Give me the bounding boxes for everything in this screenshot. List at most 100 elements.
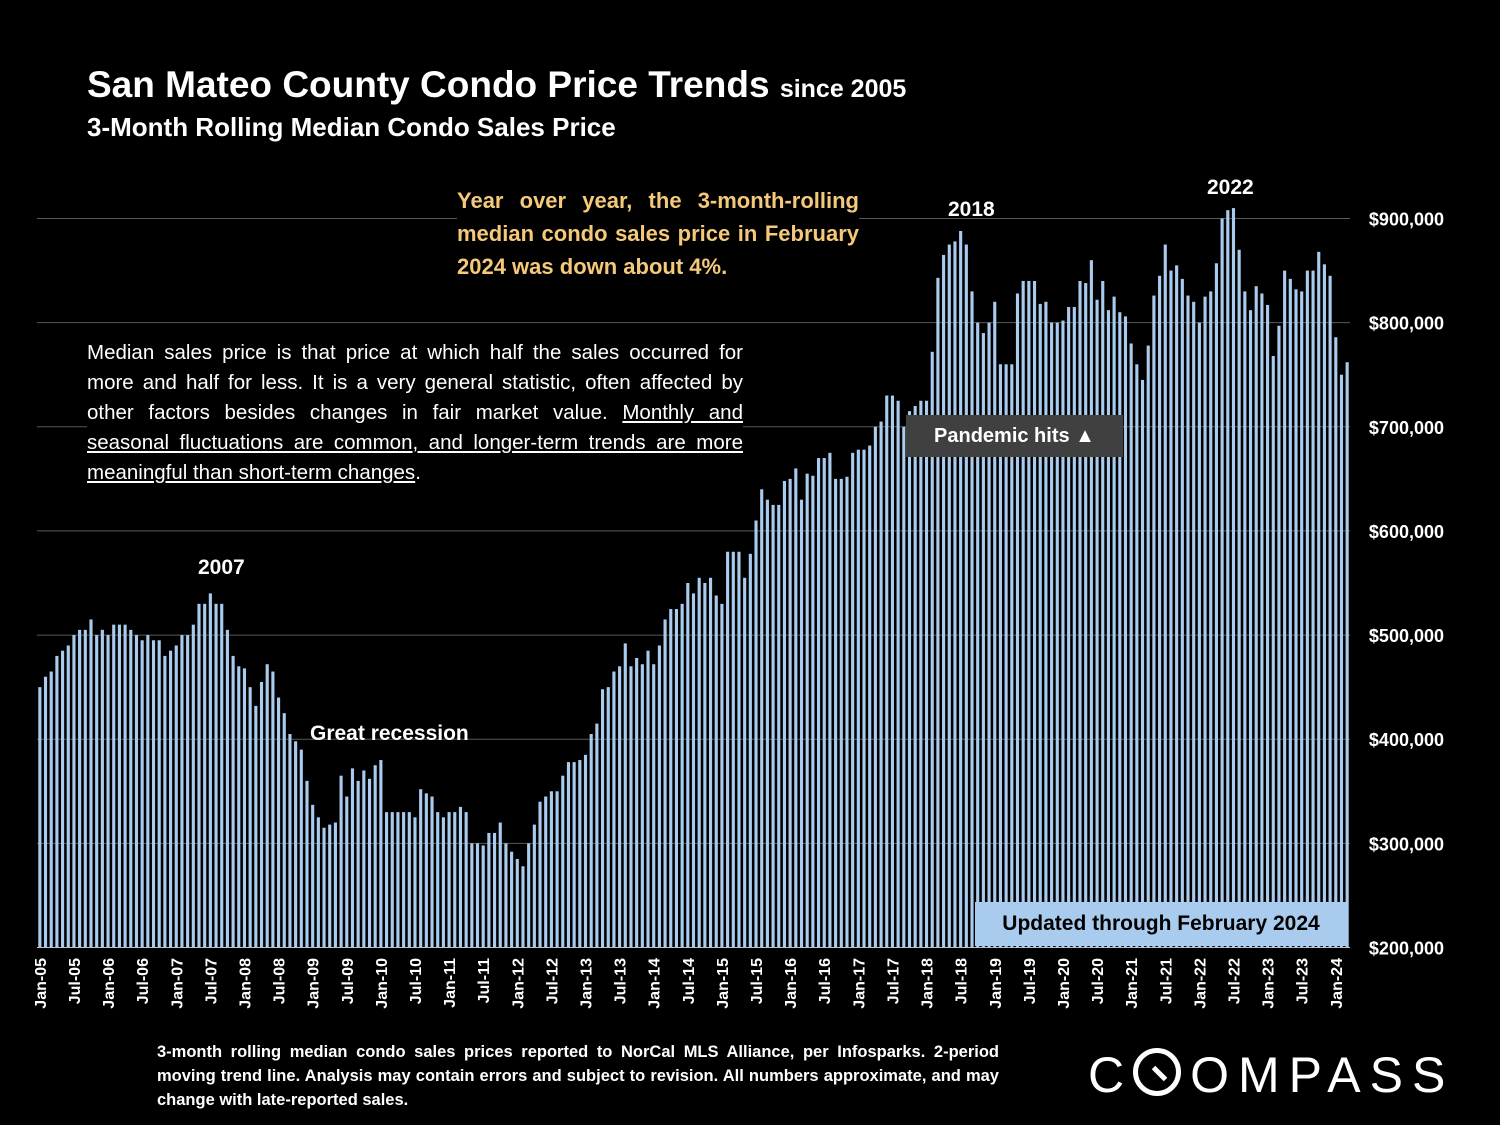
bar — [998, 364, 1002, 948]
bar — [1067, 307, 1071, 948]
bar — [521, 866, 525, 948]
bar — [220, 603, 224, 948]
x-tick-label: Jan-12 — [510, 958, 527, 1009]
bar — [350, 768, 355, 948]
bar — [203, 603, 207, 948]
bar — [669, 609, 673, 948]
bar — [373, 765, 377, 948]
bar — [748, 553, 752, 948]
y-tick-label: $900,000 — [1369, 210, 1444, 230]
x-tick-label: Jan-20 — [1056, 958, 1073, 1009]
bar — [49, 671, 53, 948]
bar — [294, 741, 298, 948]
annotation-2022: 2022 — [1207, 176, 1254, 199]
bar — [856, 449, 860, 948]
bar — [566, 762, 571, 948]
compass-logo-icon — [1133, 1048, 1182, 1096]
bar — [1106, 310, 1110, 948]
bar — [385, 812, 389, 948]
bar — [123, 624, 127, 948]
bar — [902, 426, 906, 948]
x-tick-label: Jan-13 — [579, 958, 596, 1009]
bar — [691, 593, 696, 948]
bar — [834, 478, 838, 948]
bar — [851, 452, 855, 948]
bar — [743, 577, 747, 948]
bar — [174, 645, 178, 948]
x-tick-label: Jul-13 — [613, 958, 630, 1004]
bar — [453, 812, 457, 948]
bar — [544, 796, 548, 948]
bar — [1237, 249, 1241, 948]
y-tick-label: $800,000 — [1369, 314, 1444, 334]
bar — [1226, 210, 1230, 948]
bar — [492, 832, 497, 948]
x-tick-label: Jul-08 — [272, 958, 289, 1004]
bar — [498, 822, 502, 948]
bar — [1288, 278, 1292, 948]
bar — [356, 780, 360, 948]
annotation-great-recession: Great recession — [310, 722, 469, 745]
bar — [907, 411, 912, 948]
bar — [1345, 362, 1349, 948]
y-tick-label: $300,000 — [1369, 834, 1444, 854]
bar — [163, 655, 167, 948]
bar — [1129, 343, 1133, 948]
bar — [1021, 280, 1025, 948]
bar — [1317, 251, 1321, 948]
bar — [134, 635, 139, 948]
x-tick-label: Jul-19 — [1022, 958, 1039, 1004]
x-tick-label: Jan-23 — [1261, 958, 1278, 1009]
bar — [1072, 307, 1076, 948]
bar — [1197, 322, 1201, 948]
x-tick-label: Jan-08 — [237, 958, 254, 1009]
bar — [589, 734, 593, 948]
bar — [146, 635, 150, 948]
bar — [953, 241, 957, 948]
x-tick-label: Jul-21 — [1158, 958, 1175, 1004]
x-tick-label: Jul-12 — [544, 958, 561, 1004]
bar — [339, 775, 343, 948]
x-tick-label: Jan-06 — [101, 958, 118, 1009]
bar — [1140, 379, 1145, 948]
bar — [1112, 296, 1116, 948]
bar — [1328, 275, 1332, 948]
x-tick-label: Jan-17 — [851, 958, 868, 1009]
bar — [1078, 280, 1082, 948]
bar — [663, 619, 667, 948]
bar — [112, 624, 116, 948]
x-tick-label: Jan-14 — [647, 958, 664, 1009]
bar — [828, 452, 832, 948]
bar — [1169, 270, 1173, 948]
bar — [1294, 289, 1298, 948]
bar — [248, 687, 252, 948]
x-tick-label: Jul-20 — [1090, 958, 1107, 1004]
bar — [930, 351, 934, 948]
x-tick-label: Jan-05 — [33, 958, 50, 1009]
bar — [527, 843, 531, 948]
bar — [1322, 264, 1326, 948]
bar — [1084, 283, 1088, 948]
bar — [1118, 312, 1122, 948]
bar — [1135, 364, 1139, 948]
y-tick-label: $400,000 — [1369, 730, 1444, 750]
bar — [208, 593, 212, 948]
bar — [714, 595, 718, 948]
x-tick-label: Jul-17 — [885, 958, 902, 1004]
bar — [413, 817, 417, 948]
bar — [61, 650, 65, 948]
bar — [532, 824, 536, 948]
bar — [129, 629, 133, 948]
pandemic-label: Pandemic hits ▲ — [906, 415, 1123, 457]
x-tick-label: Jan-09 — [306, 958, 323, 1009]
bar — [1209, 291, 1213, 948]
bar — [913, 405, 917, 948]
bar — [328, 824, 332, 948]
bar — [924, 400, 929, 948]
bar — [572, 762, 576, 948]
bar — [151, 640, 156, 948]
x-tick-label: Jan-11 — [442, 958, 459, 1008]
bar — [794, 468, 798, 948]
chart-title: San Mateo County Condo Price Trends sinc… — [87, 64, 907, 105]
x-tick-label: Jul-11 — [476, 958, 493, 1003]
